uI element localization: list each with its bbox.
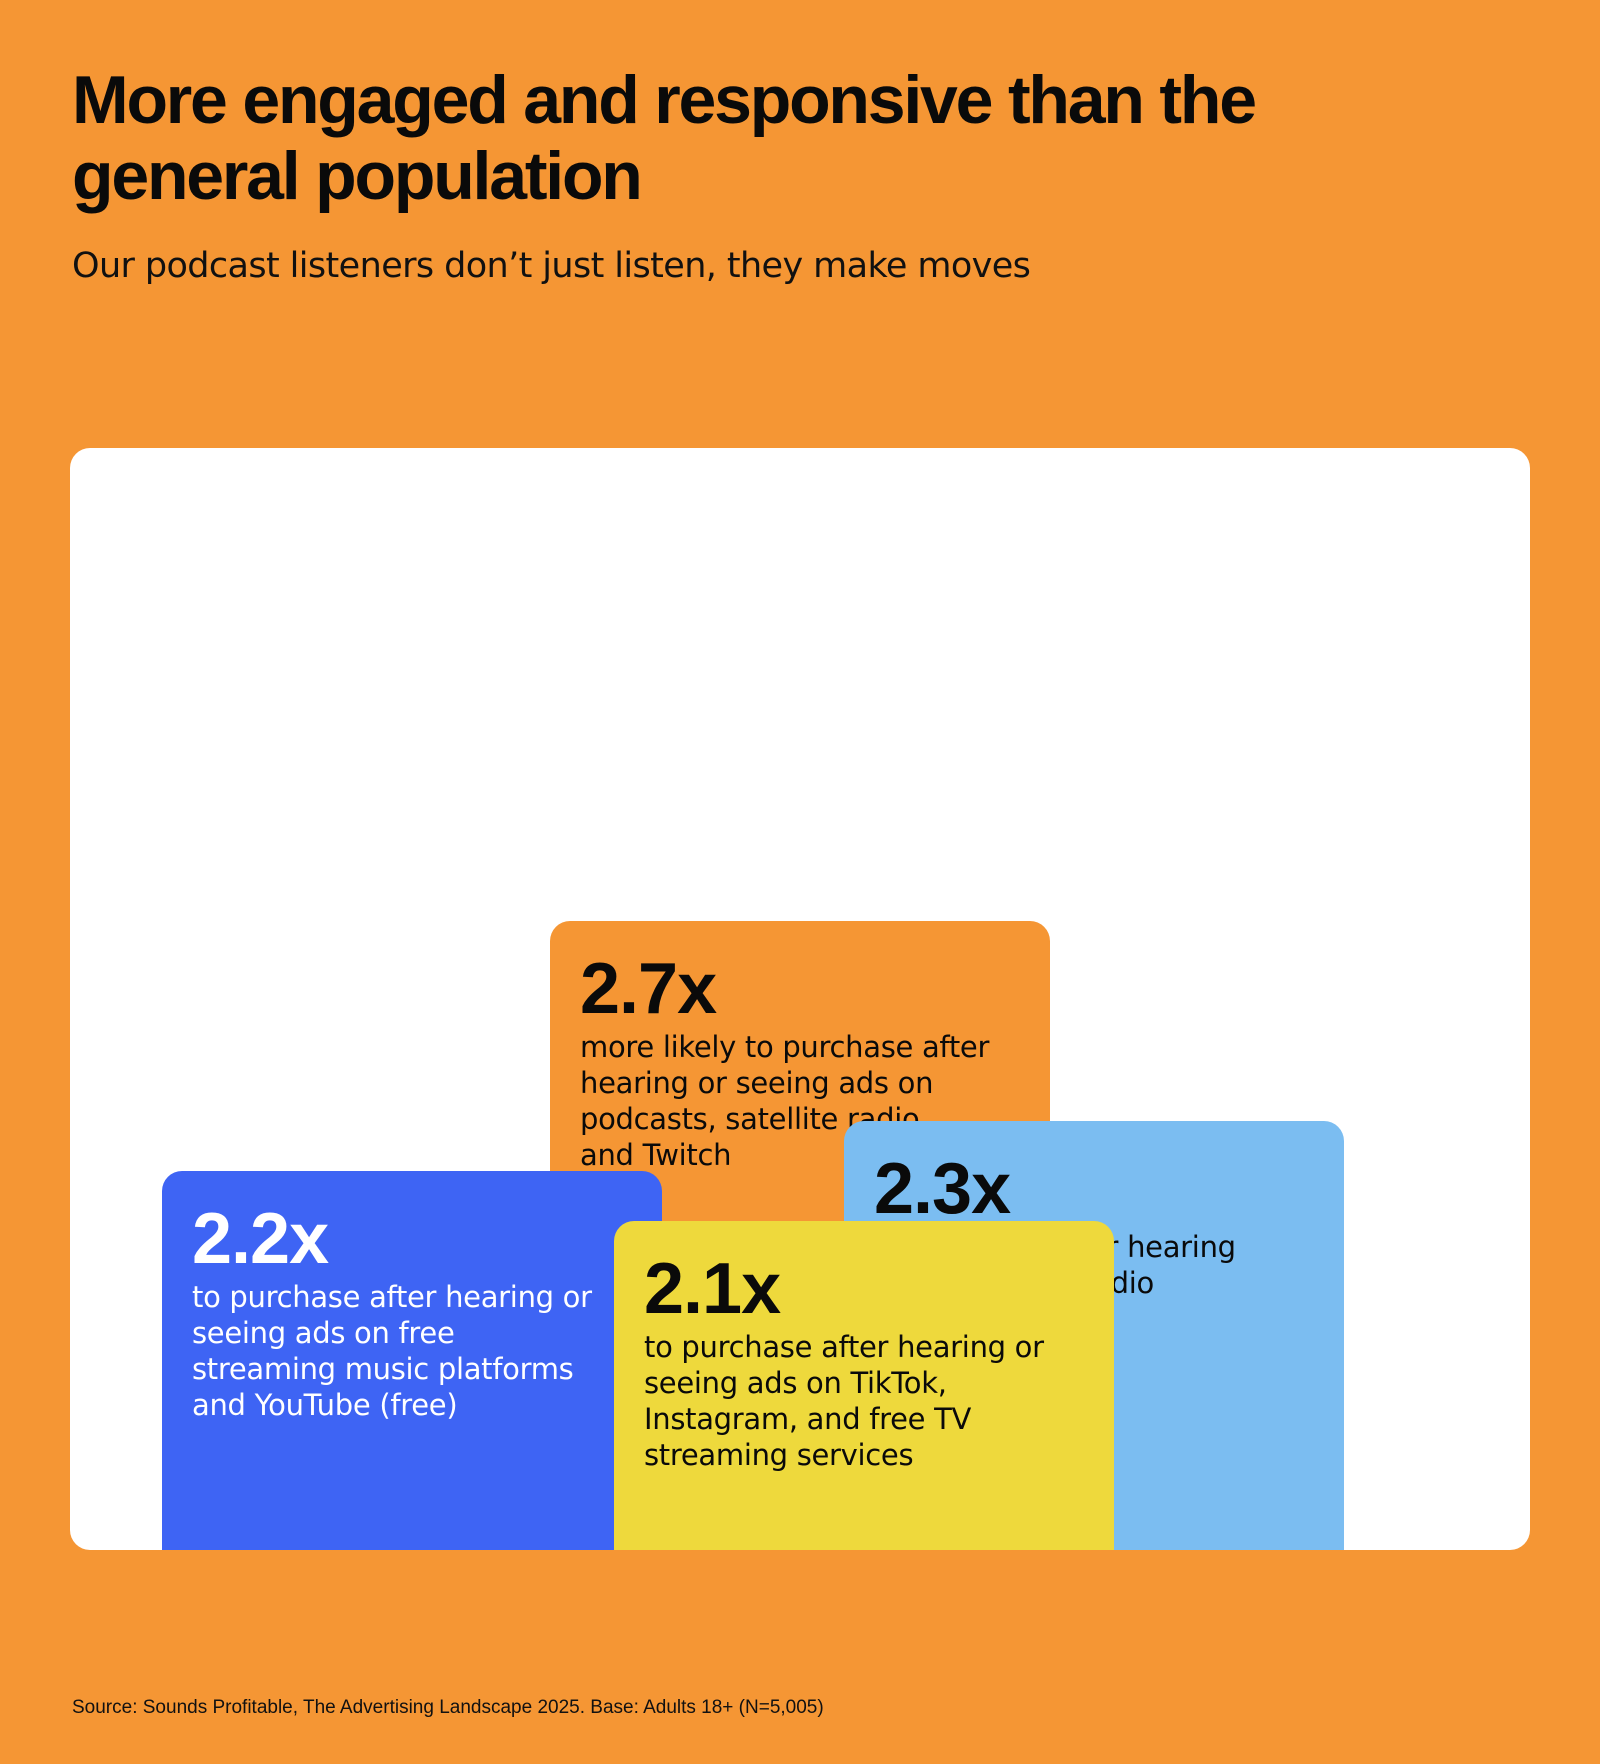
bar-description: to purchase after hearing or seeing ads … — [192, 1280, 592, 1422]
bar-streaming-music-youtube: 2.2x to purchase after hearing or seeing… — [162, 1171, 662, 1550]
page-subtitle: Our podcast listeners don’t just listen,… — [72, 246, 1031, 286]
bar-value-label: 2.7x — [580, 949, 717, 1029]
chart-panel: 2.7x more likely to purchase after heari… — [70, 448, 1530, 1550]
bar-value-label: 2.1x — [644, 1249, 781, 1329]
bar-tiktok-instagram-tv: 2.1x to purchase after hearing or seeing… — [614, 1221, 1114, 1550]
bar-value-label: 2.2x — [192, 1199, 329, 1279]
bar-value-label: 2.3x — [874, 1149, 1011, 1229]
page-title: More engaged and responsive than the gen… — [72, 62, 1257, 214]
bar-description: more likely to purchase after hearing or… — [580, 1030, 990, 1172]
source-note: Source: Sounds Profitable, The Advertisi… — [72, 1697, 824, 1718]
bar-description: to purchase after hearing or seeing ads … — [644, 1330, 1044, 1472]
